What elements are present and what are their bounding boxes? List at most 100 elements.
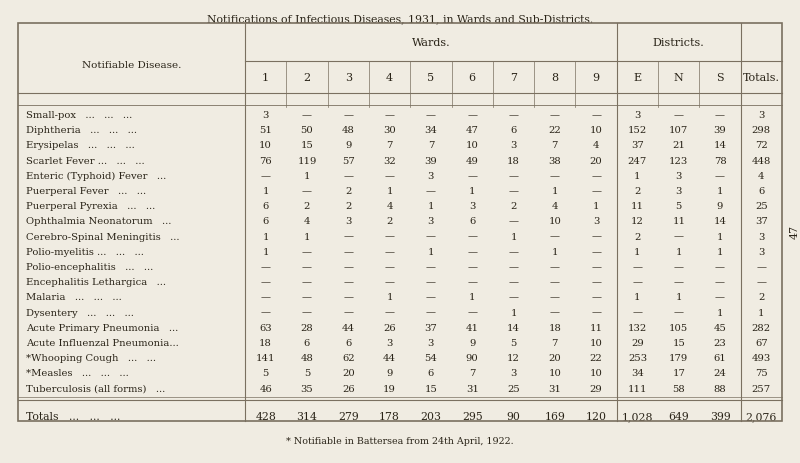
Text: —: —: [715, 278, 725, 287]
Text: 1: 1: [717, 232, 723, 241]
Text: 15: 15: [425, 384, 438, 393]
Text: Scarlet Fever ...   ...   ...: Scarlet Fever ... ... ...: [26, 156, 145, 165]
Text: —: —: [591, 111, 601, 120]
Text: 3: 3: [428, 338, 434, 347]
Text: —: —: [509, 217, 518, 226]
Text: 120: 120: [586, 411, 606, 421]
Text: 1: 1: [262, 232, 269, 241]
Text: 399: 399: [710, 411, 730, 421]
Text: 48: 48: [301, 354, 314, 363]
Text: —: —: [261, 171, 270, 181]
Text: 34: 34: [631, 369, 644, 378]
Text: 4: 4: [386, 202, 393, 211]
Text: 35: 35: [301, 384, 314, 393]
Text: —: —: [674, 111, 684, 120]
Text: —: —: [715, 263, 725, 271]
Text: 3: 3: [758, 111, 765, 120]
Text: 6: 6: [345, 338, 351, 347]
Text: 1: 1: [386, 293, 393, 302]
Text: —: —: [426, 111, 436, 120]
Text: 6: 6: [262, 202, 269, 211]
Text: 6: 6: [304, 338, 310, 347]
Text: 3: 3: [758, 247, 765, 257]
Text: 1: 1: [758, 308, 765, 317]
Text: 1: 1: [675, 293, 682, 302]
Text: —: —: [343, 171, 354, 181]
Text: 169: 169: [544, 411, 566, 421]
Text: 119: 119: [298, 156, 317, 165]
Text: —: —: [343, 232, 354, 241]
Text: 3: 3: [634, 111, 641, 120]
Text: 76: 76: [259, 156, 272, 165]
Text: —: —: [385, 171, 394, 181]
Text: Notifications of Infectious Diseases, 1931, in Wards and Sub-Districts.: Notifications of Infectious Diseases, 19…: [207, 14, 593, 24]
Text: 7: 7: [469, 369, 475, 378]
Text: —: —: [674, 232, 684, 241]
Text: —: —: [302, 187, 312, 196]
Text: 3: 3: [428, 171, 434, 181]
Text: —: —: [591, 308, 601, 317]
Text: 90: 90: [506, 411, 521, 421]
Text: 2: 2: [345, 187, 351, 196]
Text: Malaria   ...   ...   ...: Malaria ... ... ...: [26, 293, 122, 302]
Text: —: —: [550, 171, 560, 181]
Text: —: —: [302, 308, 312, 317]
Text: 5: 5: [304, 369, 310, 378]
Text: 26: 26: [383, 323, 396, 332]
Text: 51: 51: [259, 126, 272, 135]
Text: 295: 295: [462, 411, 482, 421]
Text: 78: 78: [714, 156, 726, 165]
Text: 26: 26: [342, 384, 354, 393]
Text: 1: 1: [510, 308, 517, 317]
Text: —: —: [509, 111, 518, 120]
Text: —: —: [343, 293, 354, 302]
Text: 8: 8: [551, 73, 558, 83]
Text: E: E: [634, 73, 642, 83]
Text: 10: 10: [259, 141, 272, 150]
Text: 3: 3: [510, 141, 517, 150]
Text: 62: 62: [342, 354, 354, 363]
Text: 3: 3: [386, 338, 393, 347]
Text: —: —: [715, 111, 725, 120]
Text: —: —: [426, 187, 436, 196]
Text: 649: 649: [668, 411, 689, 421]
Text: 1: 1: [717, 308, 723, 317]
Text: Acute Primary Pneumonia   ...: Acute Primary Pneumonia ...: [26, 323, 178, 332]
Text: Ophthalmia Neonatorum   ...: Ophthalmia Neonatorum ...: [26, 217, 171, 226]
Text: 14: 14: [714, 217, 726, 226]
Text: 10: 10: [548, 217, 562, 226]
Text: —: —: [591, 278, 601, 287]
Text: 141: 141: [256, 354, 275, 363]
Text: 203: 203: [420, 411, 442, 421]
Text: Diphtheria   ...   ...   ...: Diphtheria ... ... ...: [26, 126, 137, 135]
Text: 178: 178: [379, 411, 400, 421]
Text: 179: 179: [669, 354, 688, 363]
Text: —: —: [633, 263, 642, 271]
Text: —: —: [591, 187, 601, 196]
Text: 2: 2: [758, 293, 765, 302]
Text: —: —: [550, 293, 560, 302]
Text: 1: 1: [428, 247, 434, 257]
Text: —: —: [674, 278, 684, 287]
Text: 247: 247: [628, 156, 647, 165]
Text: —: —: [715, 293, 725, 302]
Text: —: —: [591, 171, 601, 181]
Text: 45: 45: [714, 323, 726, 332]
Text: 44: 44: [383, 354, 396, 363]
Text: 6: 6: [469, 217, 475, 226]
Text: 3: 3: [262, 111, 269, 120]
Text: 21: 21: [672, 141, 685, 150]
Text: * Notifiable in Battersea from 24th April, 1922.: * Notifiable in Battersea from 24th Apri…: [286, 437, 514, 445]
Text: 46: 46: [259, 384, 272, 393]
Text: 1: 1: [262, 73, 270, 83]
Text: —: —: [467, 232, 477, 241]
Text: 448: 448: [752, 156, 771, 165]
Text: 9: 9: [593, 73, 600, 83]
Text: —: —: [385, 232, 394, 241]
Text: 4: 4: [304, 217, 310, 226]
Text: 6: 6: [428, 369, 434, 378]
Text: 18: 18: [259, 338, 272, 347]
Bar: [18, 24, 782, 421]
Text: Notifiable Disease.: Notifiable Disease.: [82, 62, 181, 70]
Text: Small-pox   ...   ...   ...: Small-pox ... ... ...: [26, 111, 132, 120]
